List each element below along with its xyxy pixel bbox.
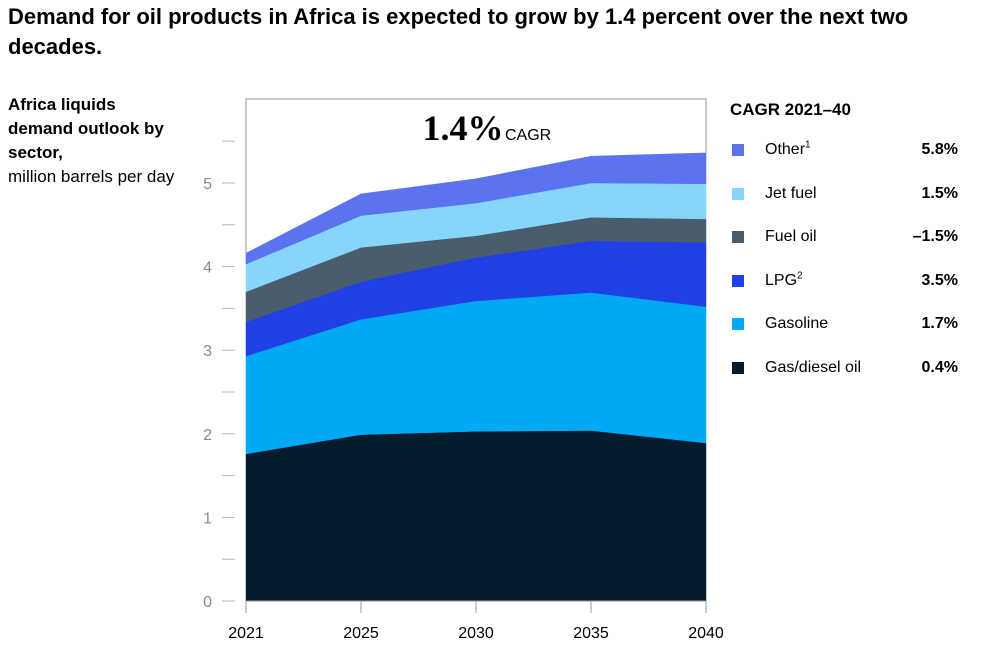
x-tick-label: 2040 [688,625,724,642]
cagr-bracket [245,98,707,254]
legend-item: Gasoline 1.7% [730,312,970,356]
legend-swatch [732,144,744,156]
chart-title: Demand for oil products in Africa is exp… [8,4,909,59]
legend-label: Other1 [765,139,811,158]
y-axis-label-unit: million barrels per day [8,167,175,186]
y-axis-label-bold: Africa liquids demand outlook by sector, [8,95,164,162]
legend: CAGR 2021–40 Other1 5.8% Jet fuel 1.5% Fuel … [730,98,970,399]
legend-value: 5.8% [921,141,958,158]
legend-label: Fuel oil [765,228,817,245]
legend-swatch [732,231,744,243]
legend-item: Gas/diesel oil 0.4% [730,356,970,400]
legend-value: 3.5% [921,271,958,289]
y-axis-label: Africa liquids demand outlook by sector,… [8,93,178,189]
legend-item: Other1 5.8% [730,138,970,182]
legend-value: 1.5% [921,184,958,202]
y-tick-label: 0 [203,594,212,611]
legend-item: Jet fuel 1.5% [730,182,970,226]
legend-item: Fuel oil –1.5% [730,225,970,269]
footnote-marker: 2 [797,270,803,282]
legend-swatch [732,318,744,330]
cagr-bracket-line [245,98,707,254]
legend-items: Other1 5.8% Jet fuel 1.5% Fuel oil –1.5% LPG2 3… [730,138,970,399]
legend-label: Gasoline [765,315,829,332]
legend-title: CAGR 2021–40 [730,100,851,119]
legend-swatch [732,274,744,287]
legend-label: Jet fuel [765,184,817,202]
legend-swatch [732,361,744,374]
y-tick-label: 5 [203,176,212,193]
legend-item: LPG2 3.5% [730,269,970,313]
legend-value: 1.7% [921,315,958,332]
footnote-marker: 1 [805,139,811,151]
area-layers [245,152,707,602]
y-tick-label: 3 [203,343,212,360]
legend-label: Gas/diesel oil [765,358,862,376]
x-tick-label: 2021 [228,625,264,642]
cagr-annotation-value: 1.4% [423,108,504,148]
y-tick-label: 1 [203,510,212,527]
legend-swatch [732,187,744,200]
area-other [245,152,707,265]
x-tick-label: 2035 [573,625,609,642]
y-tick-label: 2 [203,427,212,444]
cagr-annotation-label: CAGR [505,127,551,144]
legend-label: LPG2 [765,270,803,289]
x-tick-label: 2025 [343,625,379,642]
axes: 0 1 2 3 4 5 2021 2025 2030 2035 2040 [203,140,724,642]
area-gas-diesel-oil [245,430,707,602]
x-tick-label: 2030 [458,625,494,642]
y-tick-label: 4 [203,260,212,277]
legend-value: –1.5% [912,228,958,245]
legend-value: 0.4% [921,358,958,376]
